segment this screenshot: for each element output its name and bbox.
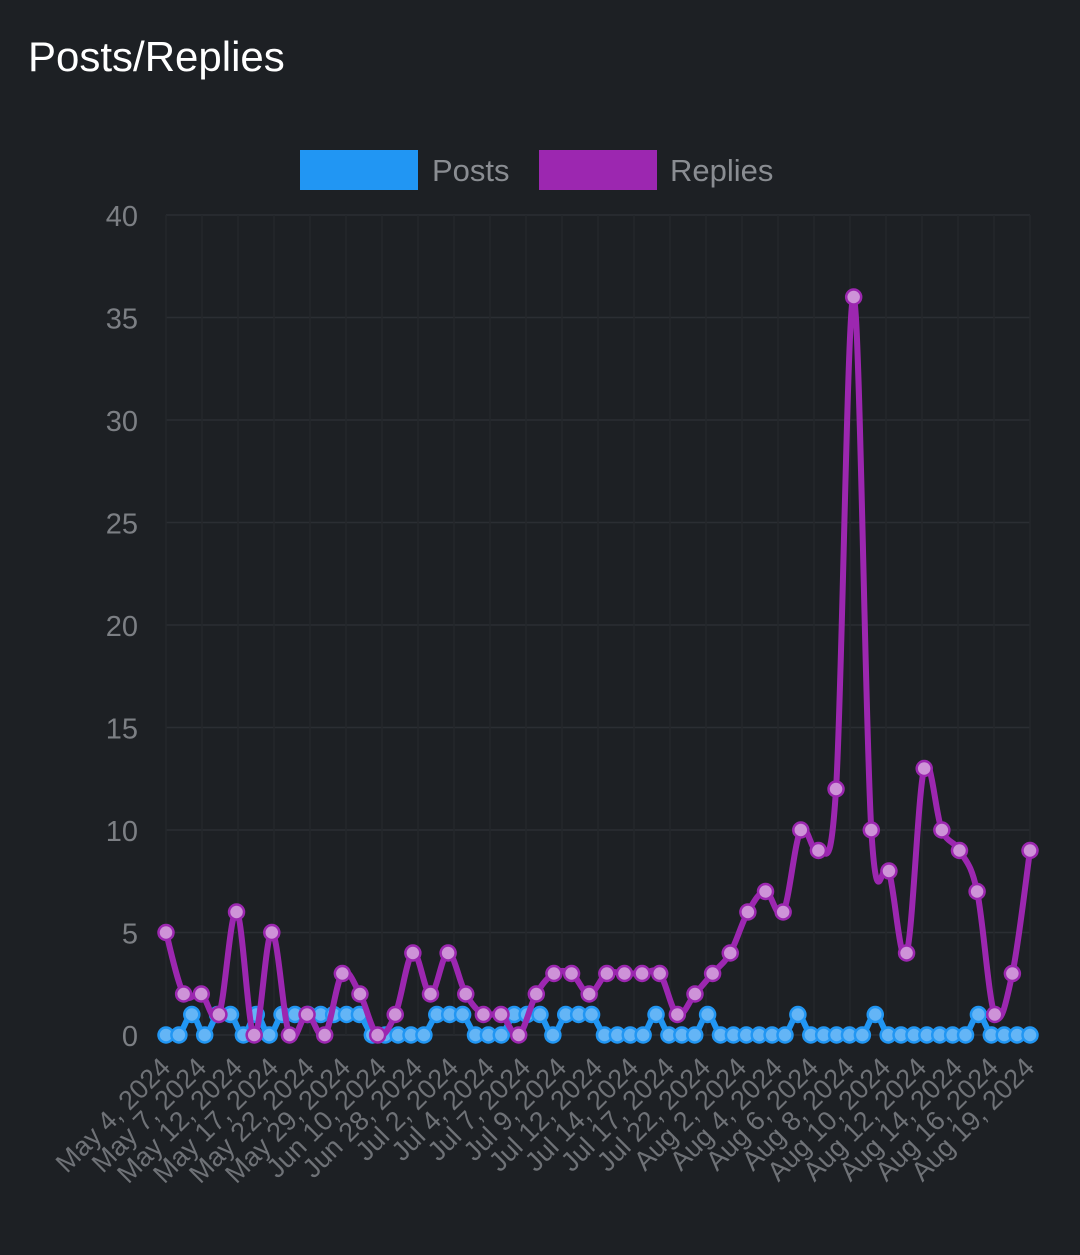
grid	[165, 214, 1031, 1036]
y-tick-label: 40	[106, 201, 138, 233]
y-tick-label: 20	[106, 611, 138, 643]
data-point[interactable]	[792, 821, 810, 839]
data-point[interactable]	[739, 903, 757, 921]
data-point[interactable]	[969, 1005, 988, 1024]
data-point[interactable]	[562, 964, 581, 983]
data-point[interactable]	[174, 985, 193, 1003]
y-tick-label: 35	[106, 304, 138, 336]
data-point[interactable]	[1003, 964, 1022, 983]
data-point[interactable]	[280, 1026, 299, 1044]
data-point[interactable]	[862, 821, 881, 839]
data-point[interactable]	[703, 964, 722, 983]
data-point[interactable]	[298, 1005, 316, 1024]
legend-swatch	[300, 150, 418, 190]
legend-item-posts[interactable]: Posts	[300, 150, 510, 190]
data-point[interactable]	[582, 1005, 601, 1024]
data-point[interactable]	[685, 1026, 704, 1044]
data-point[interactable]	[545, 964, 563, 983]
data-point[interactable]	[897, 944, 916, 962]
y-tick-label: 5	[122, 919, 138, 951]
data-point[interactable]	[827, 780, 845, 798]
data-point[interactable]	[634, 1026, 652, 1044]
data-point[interactable]	[756, 882, 775, 901]
data-point[interactable]	[183, 1005, 201, 1024]
data-point[interactable]	[721, 944, 739, 962]
data-point[interactable]	[192, 985, 211, 1003]
data-point[interactable]	[453, 1005, 472, 1024]
data-point[interactable]	[968, 882, 986, 901]
legend-label: Replies	[670, 153, 773, 188]
data-point[interactable]	[439, 944, 457, 962]
series-group	[157, 288, 1039, 1044]
data-point[interactable]	[421, 985, 440, 1003]
data-point[interactable]	[531, 1005, 549, 1024]
data-point[interactable]	[527, 985, 546, 1003]
data-point[interactable]	[415, 1026, 433, 1044]
data-point[interactable]	[333, 964, 352, 983]
data-point[interactable]	[157, 923, 175, 942]
data-point[interactable]	[492, 1026, 511, 1044]
data-point[interactable]	[1021, 1026, 1039, 1044]
data-point[interactable]	[351, 985, 369, 1003]
data-point[interactable]	[598, 964, 616, 983]
data-point[interactable]	[195, 1026, 214, 1044]
y-tick-label: 25	[106, 509, 138, 541]
data-point[interactable]	[509, 1026, 528, 1044]
data-point[interactable]	[580, 985, 598, 1003]
data-point[interactable]	[492, 1005, 510, 1024]
data-point[interactable]	[686, 985, 704, 1003]
data-point[interactable]	[647, 1005, 665, 1024]
data-point[interactable]	[633, 964, 651, 983]
data-point[interactable]	[263, 923, 281, 942]
data-point[interactable]	[880, 862, 898, 880]
legend-label: Posts	[432, 153, 510, 188]
y-axis: 0 5 10 15 20 25 30 35 40	[106, 201, 138, 1053]
data-point[interactable]	[210, 1005, 228, 1024]
data-point[interactable]	[844, 288, 863, 306]
y-tick-label: 15	[106, 714, 138, 746]
data-point[interactable]	[853, 1026, 872, 1044]
series-replies	[157, 288, 1039, 1044]
data-point[interactable]	[227, 903, 246, 921]
data-point[interactable]	[985, 1005, 1004, 1024]
chart-title: Posts/Replies	[28, 33, 285, 80]
data-point[interactable]	[774, 903, 792, 921]
data-point[interactable]	[650, 964, 669, 983]
y-tick-label: 0	[122, 1021, 138, 1053]
legend[interactable]: Posts Replies	[300, 150, 773, 190]
data-point[interactable]	[315, 1026, 334, 1044]
y-tick-label: 10	[106, 816, 138, 848]
legend-item-replies[interactable]: Replies	[539, 150, 773, 190]
data-point[interactable]	[368, 1026, 387, 1044]
data-point[interactable]	[544, 1026, 562, 1044]
data-point[interactable]	[950, 841, 969, 860]
data-point[interactable]	[668, 1005, 687, 1024]
data-point[interactable]	[457, 985, 475, 1003]
data-point[interactable]	[245, 1026, 263, 1044]
data-point[interactable]	[170, 1026, 188, 1044]
data-point[interactable]	[789, 1005, 807, 1024]
data-point[interactable]	[933, 821, 951, 839]
data-point[interactable]	[615, 964, 634, 983]
data-point[interactable]	[474, 1005, 493, 1024]
data-point[interactable]	[776, 1026, 794, 1044]
data-point[interactable]	[404, 944, 422, 962]
data-point[interactable]	[809, 841, 828, 860]
legend-swatch	[539, 150, 657, 190]
data-point[interactable]	[915, 759, 933, 778]
data-point[interactable]	[260, 1026, 278, 1044]
data-point[interactable]	[866, 1005, 885, 1024]
data-point[interactable]	[956, 1026, 975, 1044]
data-point[interactable]	[1021, 841, 1039, 860]
y-tick-label: 30	[106, 406, 138, 438]
data-point[interactable]	[698, 1005, 717, 1024]
data-point[interactable]	[386, 1005, 404, 1024]
